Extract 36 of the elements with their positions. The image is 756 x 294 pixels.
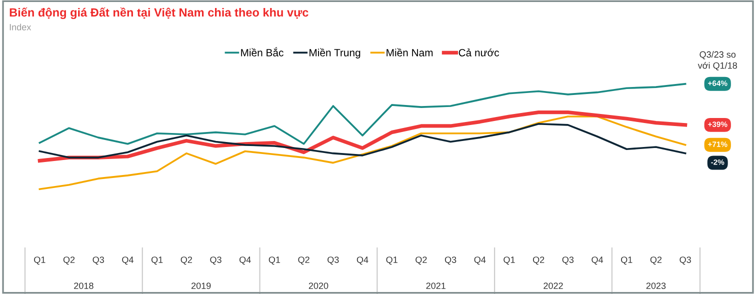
- x-tick-label: Q3: [210, 256, 222, 265]
- x-tick-label: Q2: [532, 256, 544, 265]
- x-tick-label: Q4: [240, 256, 251, 265]
- x-tick-label: Q3: [444, 256, 456, 265]
- x-tick-label: Q2: [650, 256, 662, 265]
- x-tick-label: Q1: [151, 256, 163, 265]
- x-tick-label: Q4: [356, 256, 368, 265]
- x-tick-label: Q1: [621, 256, 632, 265]
- x-tick-label: Q2: [416, 256, 427, 265]
- x-tick-label: Q4: [592, 256, 604, 265]
- x-tick-label: Q1: [386, 256, 398, 265]
- text: 2022: [544, 282, 563, 289]
- x-tick-label: Q1: [34, 256, 46, 265]
- x-tick-label: Q1: [504, 256, 515, 265]
- x-tick-label: Q3: [92, 256, 104, 265]
- x-tick-label: Q4: [122, 256, 134, 265]
- text: 2023: [646, 282, 666, 289]
- legend-label: Miền Trung: [310, 48, 360, 58]
- x-tick-label: Q2: [180, 256, 192, 265]
- text: 2021: [426, 282, 446, 289]
- text: Q3/23 so với Q1/18: [698, 51, 737, 70]
- chart-title: Biến động giá Đất nền tại Việt Nam chia theo khu vực: [10, 7, 308, 20]
- x-tick-label: Q3: [562, 256, 574, 265]
- legend-label: Miền Bắc: [241, 47, 284, 56]
- x-tick-label: Q4: [474, 256, 486, 265]
- x-tick-label: Q1: [268, 256, 280, 265]
- text: 2018: [74, 282, 94, 289]
- legend-label: Cả nước: [458, 48, 500, 56]
- text: 2020: [308, 282, 328, 289]
- x-tick-label: Q2: [298, 256, 310, 265]
- x-tick-label: Q3: [680, 256, 691, 265]
- x-tick-label: Q2: [63, 256, 75, 265]
- text: Index: [10, 24, 32, 30]
- legend-label: Miền Nam: [386, 48, 433, 56]
- text: 2019: [192, 282, 211, 289]
- x-tick-label: Q3: [328, 256, 339, 265]
